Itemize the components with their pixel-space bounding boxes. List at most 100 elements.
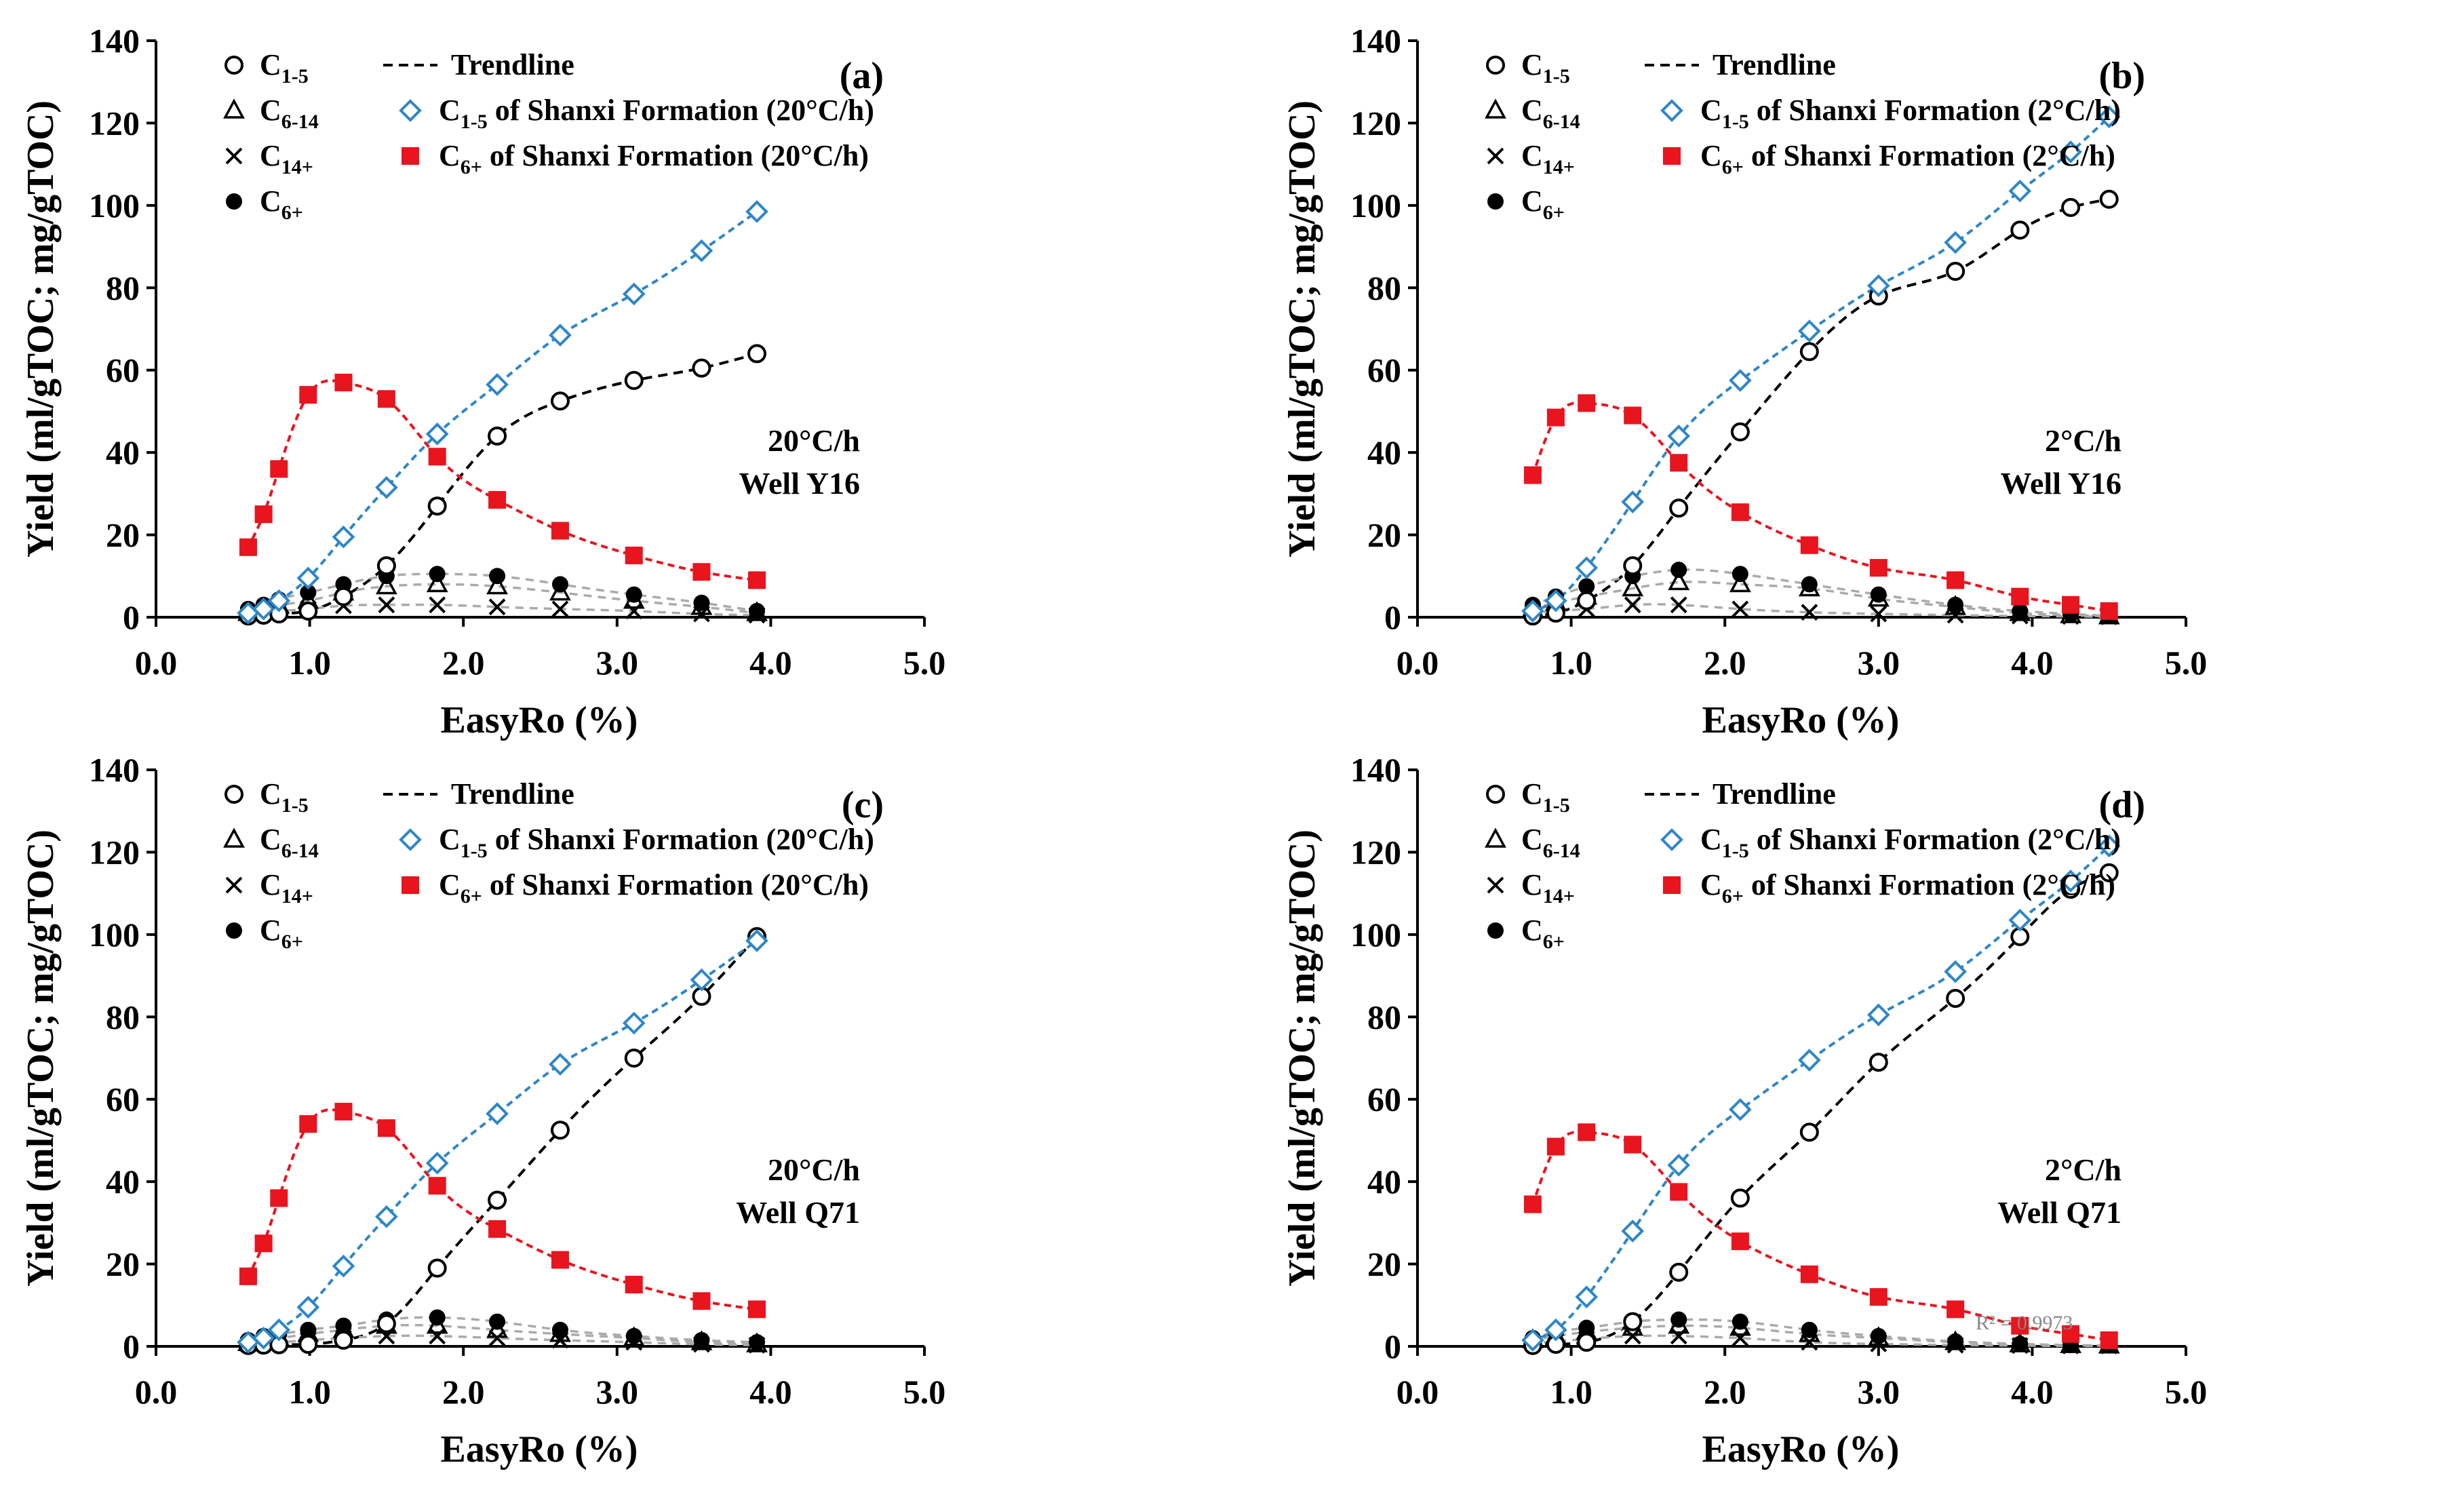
c6-shanxi-point — [377, 1119, 395, 1137]
c6-shanxi-point — [2062, 1325, 2080, 1343]
heating-rate-label: 20°C/h — [768, 423, 860, 458]
c1-5-shanxi-point — [1729, 369, 1752, 392]
y-tick-label: 100 — [1350, 187, 1401, 225]
c6-point — [1870, 586, 1887, 603]
legend-c6-14: C6-14 — [1521, 823, 1580, 862]
c6-point — [693, 1331, 710, 1348]
c14-point-stroke — [1732, 1329, 1749, 1347]
fit-line — [245, 935, 762, 1347]
c6-shanxi-point — [551, 522, 569, 540]
y-tick-label: 40 — [106, 433, 140, 471]
c1-5-shanxi-point — [2008, 908, 2032, 932]
c14-point — [225, 876, 243, 894]
legend-c1-5-shanxi: C1-5 of Shanxi Formation (20°C/h) — [439, 94, 874, 133]
c14-point-stroke — [488, 598, 506, 616]
x-tick-label: 5.0 — [2165, 1373, 2208, 1411]
c6-14-point — [1485, 98, 1506, 119]
y-tick-label: 80 — [106, 998, 140, 1036]
c14-point — [1732, 1329, 1749, 1347]
c6-shanxi-point — [2100, 602, 2118, 620]
x-tick-label: 3.0 — [1858, 644, 1900, 682]
y-axis-title: Yield (ml/gTOC; mg/gTOC) — [1281, 100, 1323, 558]
c6-14-point — [375, 574, 397, 595]
c1-5-shanxi-point — [486, 1102, 509, 1125]
x-tick-label: 0.0 — [135, 1373, 178, 1411]
legend-c6-shanxi: C6+ of Shanxi Formation (2°C/h) — [1700, 139, 2115, 178]
c6-shanxi-point — [2100, 1331, 2118, 1349]
c6-shanxi-point — [1546, 408, 1565, 427]
c1-5-point — [1730, 422, 1750, 442]
legend-c6-14: C6-14 — [1521, 94, 1580, 133]
c1-5-shanxi-point — [690, 968, 713, 992]
c1-5-shanxi-point — [1621, 1220, 1645, 1243]
c1-5-point — [1946, 262, 1966, 281]
c6-point — [335, 1317, 352, 1334]
legend: C1-5 C6-14 C14+ C6+ Trendline C1-5 of Shanxi … — [1485, 48, 2121, 224]
c6-shanxi-point — [1800, 1265, 1818, 1283]
c1-5-shanxi-point — [1660, 828, 1683, 851]
x-tick-label: 5.0 — [903, 1373, 946, 1411]
c1-5-point — [488, 426, 507, 446]
c6-point — [1947, 596, 1964, 613]
c14-point-stroke — [1487, 147, 1504, 165]
legend-c6-shanxi: C6+ of Shanxi Formation (20°C/h) — [439, 868, 869, 908]
c1-5-shanxi-point — [2008, 179, 2032, 203]
c6-shanxi-point — [551, 1251, 569, 1269]
y-axis-title: Yield (ml/gTOC; mg/gTOC) — [20, 830, 62, 1287]
legend-trendline: Trendline — [451, 48, 574, 81]
chart-panel-c: 0 20 40 60 80 100 120 140 0.0 1.0 2.0 3.0 4.0 5.0 Easy… — [20, 751, 945, 1470]
c6-point — [300, 584, 317, 601]
c1-5-point — [1623, 556, 1643, 576]
fit-line — [245, 939, 762, 1344]
c1-5-shanxi-point — [1667, 1154, 1691, 1177]
x-axis-title: EasyRo (%) — [1702, 699, 1900, 741]
x-axis-title: EasyRo (%) — [1702, 1428, 1900, 1470]
c1-5-shanxi-point — [425, 1151, 449, 1175]
c1-5-point — [1623, 1312, 1643, 1331]
c1-5-shanxi-point — [1544, 1318, 1567, 1342]
c6-shanxi-point — [1663, 147, 1681, 165]
c1-5-shanxi-point — [2059, 870, 2082, 893]
c6-shanxi-point — [402, 147, 419, 165]
c1-5-point — [1669, 1262, 1689, 1282]
c6-point — [489, 568, 506, 585]
c6-14-point — [1729, 572, 1751, 593]
c1-5-shanxi-point — [1521, 600, 1544, 623]
x-tick-label: 1.0 — [288, 644, 331, 682]
c6-shanxi-point — [1578, 394, 1596, 412]
x-tick-label: 4.0 — [2011, 644, 2054, 682]
legend-c6-shanxi: C6+ of Shanxi Formation (2°C/h) — [1700, 868, 2115, 908]
legend-c1-5: C1-5 — [260, 777, 309, 817]
c14-point-stroke — [625, 602, 643, 620]
c14-point — [378, 596, 395, 614]
c14-point-stroke — [1670, 1327, 1687, 1345]
x-tick-label: 1.0 — [288, 1373, 331, 1411]
x-tick-label: 2.0 — [442, 644, 485, 682]
c6-point — [1801, 576, 1818, 593]
c1-5-shanxi-point — [1575, 556, 1599, 579]
c6-shanxi-point — [2062, 596, 2080, 614]
c14-point — [551, 600, 569, 618]
c1-5-shanxi-point — [549, 324, 572, 347]
c6-shanxi-point — [1624, 1135, 1642, 1154]
c14-point-stroke — [488, 1329, 506, 1347]
c14-point-stroke — [1801, 604, 1818, 621]
panel-label: (d) — [2099, 784, 2145, 826]
y-tick-label: 80 — [1367, 269, 1401, 307]
c1-5-point — [550, 391, 570, 411]
c6-shanxi-point — [748, 571, 766, 589]
y-tick-label: 20 — [106, 1245, 140, 1283]
c14-point — [225, 147, 243, 165]
c6-point — [1670, 562, 1687, 579]
c6-point — [749, 1333, 766, 1350]
x-tick-label: 4.0 — [749, 1373, 792, 1411]
c1-5-shanxi-point — [1729, 1098, 1752, 1121]
c1-5-point — [488, 1190, 507, 1210]
c1-5-shanxi-point — [1544, 589, 1567, 612]
legend: C1-5 C6-14 C14+ C6+ Trendline C1-5 of Shanxi … — [223, 48, 874, 224]
c6-point — [551, 1321, 568, 1338]
c6-14-point — [549, 580, 571, 601]
legend-c6-14: C6-14 — [260, 823, 319, 862]
y-tick-label: 20 — [106, 516, 140, 554]
heating-rate-label: 2°C/h — [2045, 1152, 2121, 1187]
